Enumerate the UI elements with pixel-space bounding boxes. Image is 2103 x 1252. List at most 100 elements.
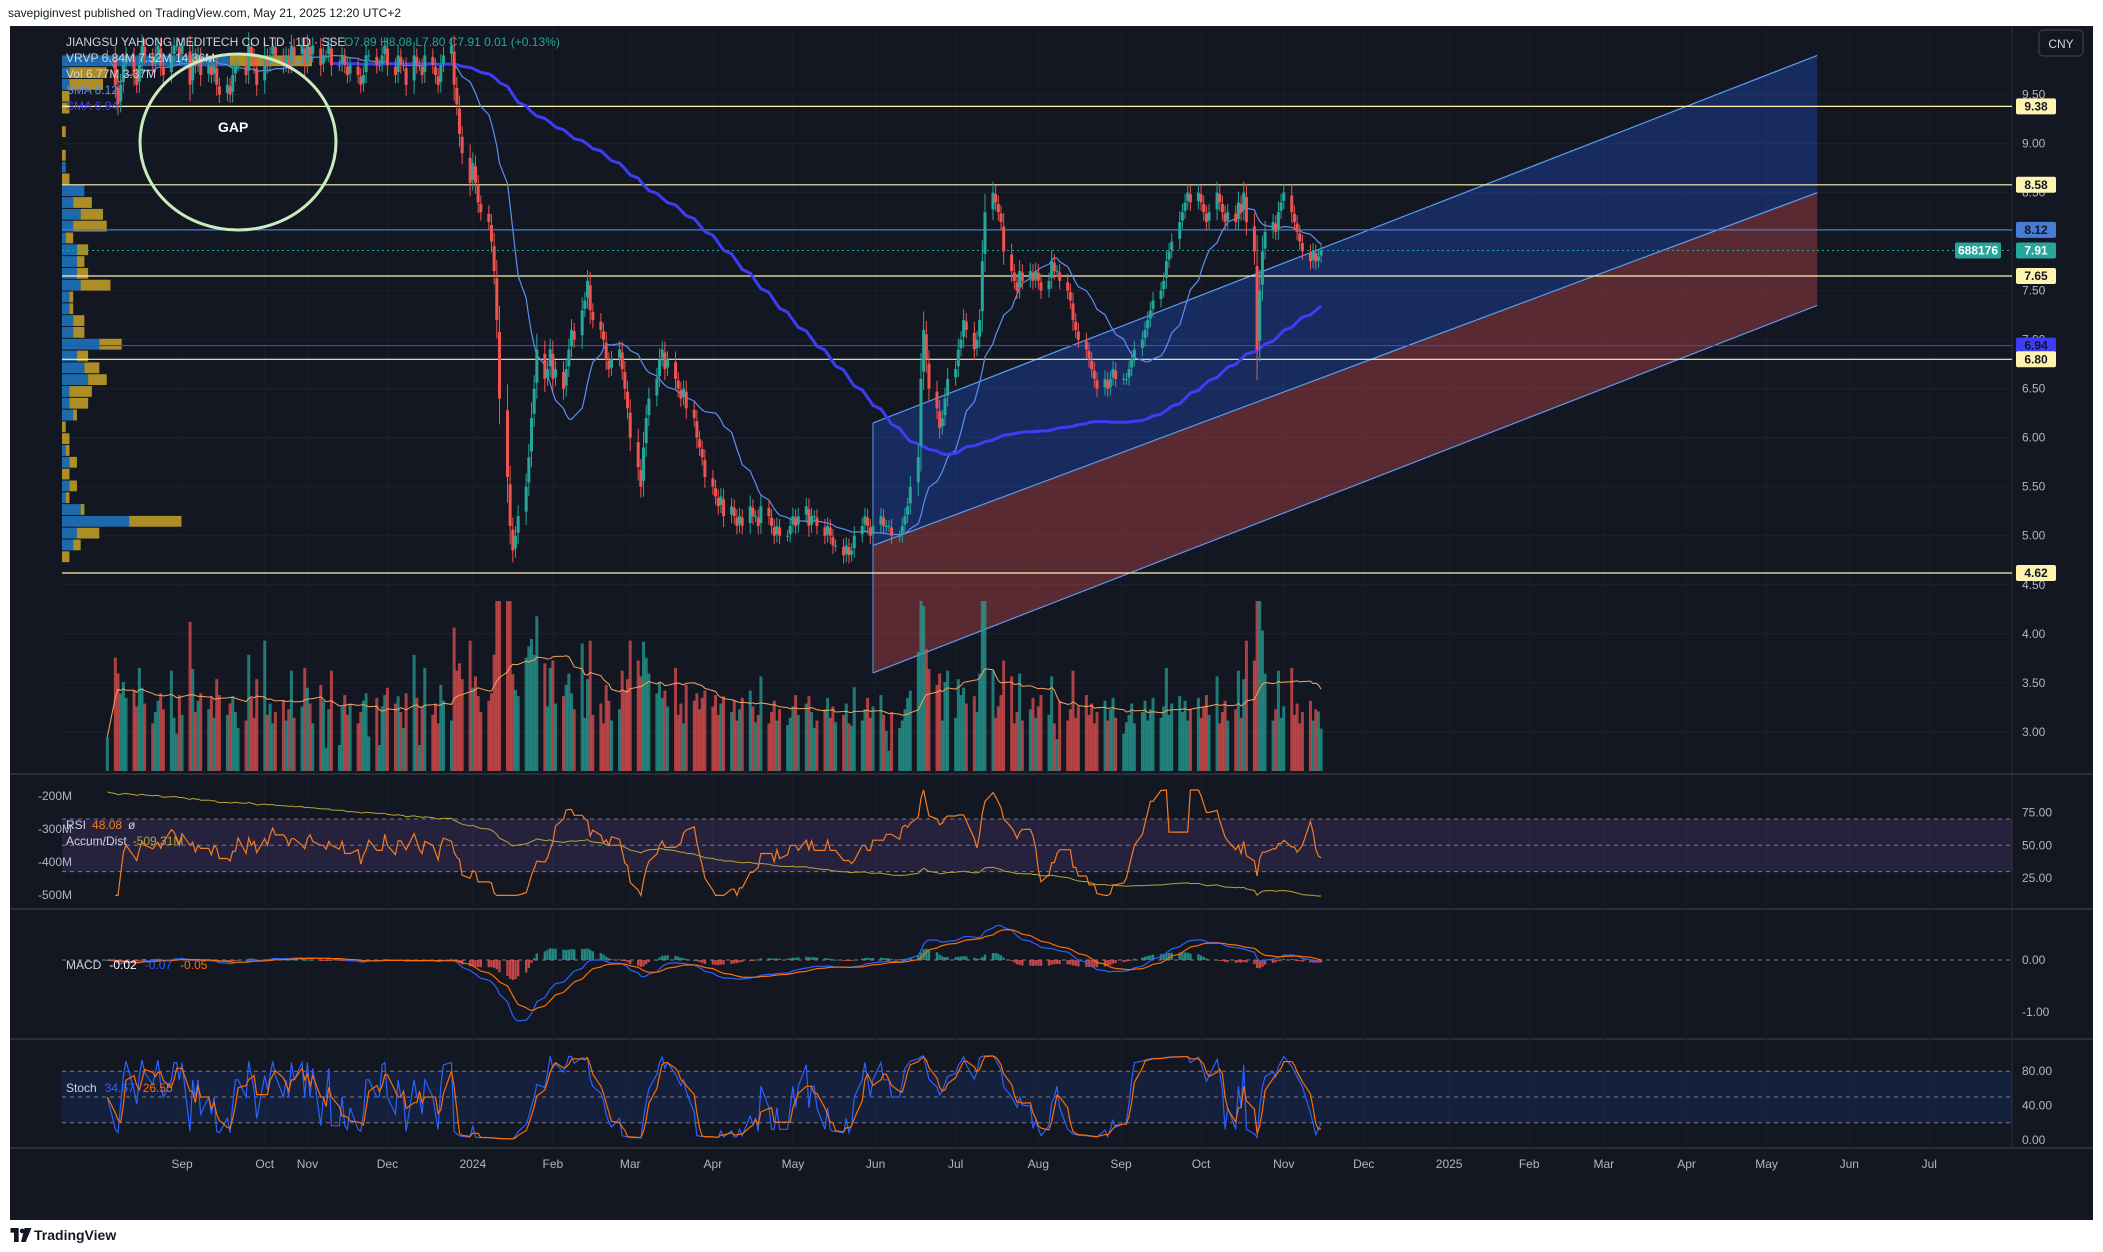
volume-bar — [399, 712, 403, 771]
macd-histogram-bar — [1149, 955, 1152, 960]
macd-histogram-bar — [1255, 960, 1259, 969]
macd-histogram-bar — [890, 958, 893, 960]
macd-histogram-bar — [151, 959, 154, 961]
candle-body — [554, 369, 558, 378]
macd-histogram-bar — [834, 959, 837, 961]
candle-body — [1066, 282, 1070, 291]
candle-body — [412, 55, 416, 81]
legend-macd: MACD -0.02 -0.07 -0.05 — [66, 958, 208, 972]
vrvp-bar-up — [62, 527, 77, 539]
chart-svg[interactable]: GAP 9.509.008.507.507.006.506.005.505.00… — [10, 26, 2093, 1220]
volume-bar — [954, 717, 958, 771]
vrvp-bar-down — [80, 279, 111, 291]
candle-body — [1188, 194, 1192, 203]
volume-bar — [1103, 700, 1107, 771]
volume-bar — [812, 727, 816, 771]
candle-body — [898, 535, 902, 537]
macd-histogram-bar — [869, 958, 872, 960]
volume-bar — [303, 667, 307, 771]
chart-frame: GAP 9.509.008.507.507.006.506.005.505.00… — [10, 26, 2093, 1220]
candle-body — [399, 56, 403, 66]
level-price-tag — [2016, 351, 2056, 368]
candle-body — [1143, 329, 1147, 339]
vrvp-bar-up — [62, 55, 230, 67]
volume-bar — [1132, 723, 1136, 771]
volume-bar — [135, 706, 139, 771]
candle-body — [628, 412, 632, 438]
vrvp-bar-down — [69, 303, 74, 315]
candle-body — [572, 331, 576, 340]
candle-body — [324, 55, 328, 57]
volume-bar — [1087, 714, 1091, 771]
candle-body — [738, 516, 742, 525]
candle-body — [730, 506, 734, 515]
macd-histogram-bar — [1162, 953, 1165, 960]
macd-histogram-bar — [1207, 959, 1211, 961]
candle-body — [924, 334, 928, 360]
candle-body — [1002, 226, 1006, 252]
volume-bar — [842, 714, 846, 771]
candle-body — [882, 517, 886, 526]
macd-histogram-bar — [1197, 954, 1200, 960]
volume-bar — [529, 638, 533, 771]
volume-bar — [1148, 709, 1152, 771]
candle-body — [660, 349, 664, 358]
macd-histogram-bar — [655, 959, 659, 961]
candle-body — [487, 213, 491, 223]
volume-bar — [385, 687, 389, 771]
volume-bar — [879, 695, 883, 771]
macd-histogram-bar — [813, 957, 816, 960]
volume-bar — [863, 709, 867, 771]
vrvp-bar-down — [80, 208, 104, 220]
volume-bar — [497, 601, 501, 771]
volume-bar — [943, 682, 947, 771]
macd-histogram-bar — [1029, 960, 1032, 966]
candle-body — [449, 45, 453, 54]
candle-body — [319, 48, 323, 66]
candle-body — [135, 76, 139, 85]
volume-bar — [487, 700, 491, 771]
candle-body — [1122, 378, 1126, 380]
candle-body — [420, 66, 424, 76]
currency-button[interactable]: CNY — [2038, 29, 2084, 57]
candle-body — [249, 47, 253, 56]
macd-histogram-bar — [677, 956, 680, 960]
candle-body — [1140, 339, 1144, 349]
volume-bar — [151, 723, 155, 771]
macd-histogram-bar — [701, 960, 704, 963]
candle-body — [364, 55, 368, 73]
candle-body — [188, 51, 192, 85]
macd-histogram-bar — [775, 958, 779, 960]
candle-body — [305, 45, 309, 63]
channel-top-line — [872, 54, 1818, 424]
macd-histogram-bar — [530, 960, 533, 963]
macd-histogram-bar — [815, 957, 819, 960]
candle-body — [906, 506, 910, 515]
volume-bar — [273, 712, 277, 771]
vrvp-bar-down — [65, 445, 70, 456]
macd-histogram-bar — [1301, 960, 1304, 962]
volume-bar — [417, 744, 421, 771]
volume-bar — [959, 695, 963, 771]
vrvp-bar-up — [62, 539, 74, 551]
macd-histogram-bar — [845, 960, 848, 961]
macd-histogram-bar — [1071, 960, 1075, 966]
macd-histogram-bar — [247, 958, 250, 960]
volume-bar — [215, 679, 219, 771]
macd-histogram-bar — [124, 960, 128, 961]
vrvp-bar-down — [65, 232, 74, 244]
time-tick-label: Dec — [1353, 1157, 1374, 1171]
vrvp-bar-down — [73, 220, 107, 232]
volume-bar — [567, 673, 571, 771]
volume-bar — [714, 695, 718, 771]
candle-body — [735, 517, 739, 526]
candle-body — [527, 457, 531, 483]
macd-histogram-bar — [543, 951, 547, 960]
time-tick-label: 2024 — [459, 1157, 486, 1171]
volume-bar — [1071, 670, 1075, 771]
volume-bar — [1114, 717, 1118, 771]
candle-body — [209, 66, 213, 76]
candle-body — [217, 86, 221, 95]
price-tick-label: 3.50 — [2022, 676, 2046, 690]
candle-body — [703, 460, 707, 477]
